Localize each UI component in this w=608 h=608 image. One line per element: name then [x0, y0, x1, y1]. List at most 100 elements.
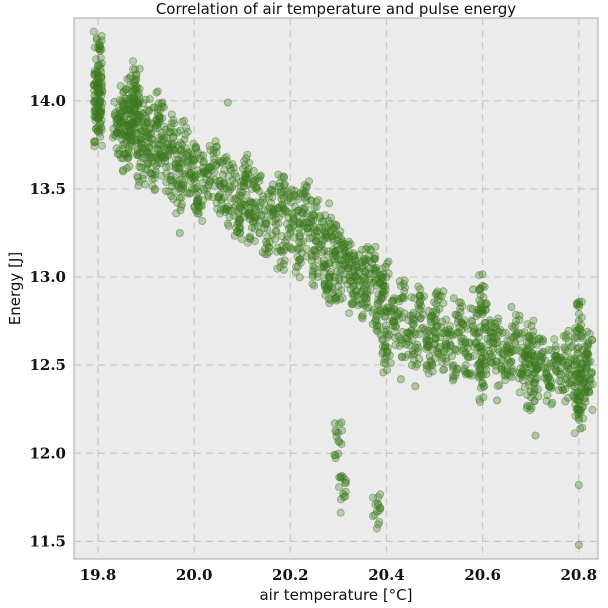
- data-point: [396, 281, 405, 290]
- data-point: [245, 208, 254, 217]
- data-point: [526, 406, 535, 415]
- data-point: [587, 368, 596, 377]
- data-point: [295, 237, 304, 246]
- data-point: [351, 257, 360, 266]
- data-point: [261, 249, 270, 258]
- data-point: [181, 171, 190, 180]
- data-point: [217, 197, 226, 206]
- data-point: [204, 192, 213, 201]
- data-point: [307, 196, 316, 205]
- x-tick-label: 20.0: [176, 566, 213, 584]
- data-point: [315, 243, 324, 252]
- data-point: [577, 321, 586, 330]
- data-point: [89, 27, 98, 36]
- data-point: [335, 260, 344, 269]
- data-point: [191, 206, 200, 215]
- data-point: [135, 162, 144, 171]
- data-point: [223, 98, 232, 107]
- data-point: [242, 190, 251, 199]
- data-point: [580, 368, 589, 377]
- data-point: [268, 187, 277, 196]
- data-point: [211, 137, 220, 146]
- data-point: [245, 158, 254, 167]
- data-point: [459, 320, 468, 329]
- data-point: [158, 102, 167, 111]
- data-point: [330, 252, 339, 261]
- data-point: [274, 219, 283, 228]
- data-point: [573, 301, 582, 310]
- data-point: [414, 343, 423, 352]
- data-point: [376, 490, 385, 499]
- data-point: [302, 244, 311, 253]
- data-point: [337, 418, 346, 427]
- data-point: [344, 240, 353, 249]
- data-point: [479, 325, 488, 334]
- data-point: [293, 262, 302, 271]
- data-point: [173, 198, 182, 207]
- data-point: [373, 323, 382, 332]
- data-point: [581, 393, 590, 402]
- data-point: [312, 237, 321, 246]
- y-tick-label: 12.5: [29, 356, 66, 374]
- data-point: [313, 272, 322, 281]
- data-point: [277, 195, 286, 204]
- data-point: [588, 405, 597, 414]
- data-point: [187, 147, 196, 156]
- data-point: [284, 224, 293, 233]
- data-point: [186, 169, 195, 178]
- data-point: [135, 64, 144, 73]
- data-point: [91, 116, 100, 125]
- data-point: [538, 347, 547, 356]
- data-point: [531, 431, 540, 440]
- data-point: [162, 178, 171, 187]
- data-point: [264, 189, 273, 198]
- data-point: [220, 154, 229, 163]
- data-point: [167, 110, 176, 119]
- data-point: [196, 151, 205, 160]
- data-point: [98, 86, 107, 95]
- data-point: [96, 119, 105, 128]
- data-point: [493, 381, 502, 390]
- data-point: [110, 97, 119, 106]
- data-point: [337, 426, 346, 435]
- data-point: [198, 216, 207, 225]
- data-point: [469, 351, 478, 360]
- data-point: [546, 375, 555, 384]
- data-point: [291, 268, 300, 277]
- data-point: [135, 84, 144, 93]
- data-point: [205, 163, 214, 172]
- data-point: [448, 376, 457, 385]
- data-point: [378, 277, 387, 286]
- data-point: [214, 156, 223, 165]
- data-point: [255, 229, 264, 238]
- data-point: [415, 354, 424, 363]
- data-point: [482, 299, 491, 308]
- data-point: [374, 520, 383, 529]
- data-point: [97, 36, 106, 45]
- data-point: [143, 118, 152, 127]
- data-point: [552, 367, 561, 376]
- data-point: [257, 210, 266, 219]
- data-point: [242, 154, 251, 163]
- data-point: [345, 309, 354, 318]
- data-point: [543, 391, 552, 400]
- data-point: [125, 141, 134, 150]
- data-point: [172, 163, 181, 172]
- data-point: [426, 328, 435, 337]
- data-point: [97, 72, 106, 81]
- data-point: [355, 250, 364, 259]
- data-point: [475, 271, 484, 280]
- x-tick-label: 20.6: [464, 566, 501, 584]
- data-point: [574, 540, 583, 549]
- data-point: [164, 187, 173, 196]
- data-point: [321, 260, 330, 269]
- data-point: [392, 312, 401, 321]
- data-point: [263, 225, 272, 234]
- data-point: [345, 251, 354, 260]
- data-point: [398, 353, 407, 362]
- data-point: [268, 217, 277, 226]
- data-point: [366, 286, 375, 295]
- data-point: [466, 304, 475, 313]
- data-point: [466, 369, 475, 378]
